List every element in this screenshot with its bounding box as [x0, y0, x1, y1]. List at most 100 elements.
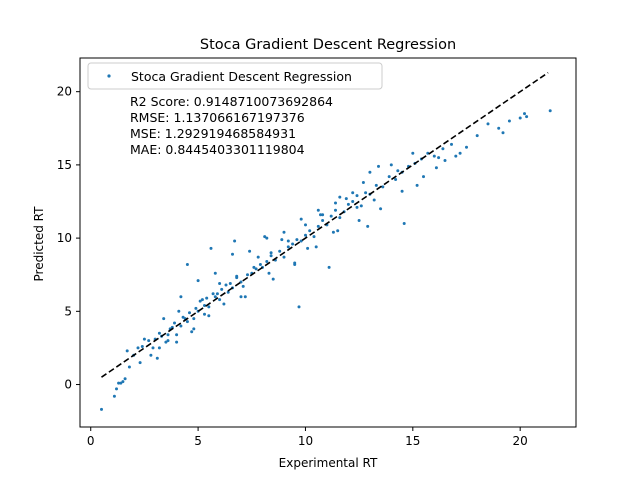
- rmse-text: RMSE: 1.137066167197376: [130, 110, 305, 125]
- scatter-point: [312, 235, 316, 239]
- scatter-point: [304, 223, 307, 227]
- scatter-point: [252, 265, 256, 269]
- mae-text: MAE: 0.8445403301119804: [130, 142, 305, 157]
- scatter-point: [314, 245, 318, 249]
- x-axis-label: Experimental RT: [279, 456, 378, 470]
- scatter-point: [319, 213, 322, 217]
- axes-frame: [79, 57, 577, 428]
- scatter-point: [364, 191, 368, 195]
- scatter-point: [248, 249, 252, 253]
- scatter-point: [437, 156, 441, 160]
- scatter-point: [450, 142, 453, 146]
- scatter-point: [355, 194, 359, 198]
- scatter-point: [336, 229, 340, 233]
- scatter-point: [203, 304, 206, 307]
- scatter-point: [192, 327, 196, 331]
- scatter-point: [415, 183, 419, 187]
- scatter-point: [329, 214, 333, 218]
- scatter-point: [155, 356, 159, 360]
- scatter-point: [432, 154, 436, 158]
- scatter-point: [233, 239, 237, 243]
- scatter-point: [381, 185, 385, 189]
- scatter-point: [465, 145, 468, 149]
- scatter-point: [157, 331, 161, 335]
- scatter-point: [293, 263, 297, 266]
- scatter-point: [123, 377, 127, 381]
- x-tick-label: 15: [405, 434, 420, 448]
- scatter-point: [100, 407, 103, 411]
- scatter-point: [142, 337, 146, 341]
- scatter-point: [115, 387, 118, 391]
- scatter-point: [286, 245, 290, 249]
- scatter-point: [188, 311, 191, 315]
- x-tick-label: 10: [298, 434, 313, 448]
- scatter-point: [321, 213, 325, 217]
- scatter-point: [434, 166, 438, 170]
- scatter-point: [327, 265, 331, 269]
- scatter-point: [497, 126, 501, 130]
- scatter-point: [316, 208, 320, 212]
- scatter-point: [140, 345, 144, 348]
- scatter-point: [173, 321, 176, 325]
- scatter-point: [267, 271, 271, 275]
- scatter-point: [501, 131, 505, 135]
- scatter-point: [215, 292, 219, 296]
- x-axis-ticks: 0 5 10 15 20: [87, 427, 528, 448]
- scatter-point: [149, 353, 153, 357]
- scatter-point: [396, 169, 400, 173]
- scatter-point: [243, 295, 247, 299]
- scatter-point: [321, 219, 325, 222]
- scatter-point: [192, 317, 196, 321]
- scatter-point: [157, 346, 161, 350]
- scatter-point: [136, 346, 140, 350]
- scatter-point: [125, 349, 129, 353]
- scatter-point: [299, 239, 303, 243]
- scatter-point: [359, 204, 363, 208]
- scatter-point: [331, 230, 335, 234]
- scatter-point: [523, 112, 526, 116]
- scatter-point: [507, 119, 511, 123]
- scatter-point: [269, 251, 273, 255]
- scatter-point: [402, 222, 406, 225]
- scatter-point: [441, 147, 445, 151]
- scatter-point: [271, 277, 275, 281]
- scatter-point: [185, 320, 189, 324]
- stats-annotations: R2 Score: 0.9148710073692864 RMSE: 1.137…: [130, 94, 333, 157]
- legend-box: [87, 62, 383, 90]
- scatter-point: [377, 164, 380, 168]
- legend-entry: Stoca Gradient Descent Regression: [131, 69, 352, 84]
- scatter-point: [166, 339, 170, 343]
- scatter-point: [213, 295, 217, 299]
- scatter-point: [127, 365, 131, 369]
- scatter-point: [200, 298, 204, 302]
- scatter-point: [278, 249, 282, 253]
- scatter-point: [226, 290, 230, 294]
- scatter-point: [185, 263, 189, 266]
- scatter-point: [119, 381, 123, 385]
- scatter-point: [525, 115, 529, 119]
- scatter-point: [228, 282, 232, 285]
- scatter-point: [112, 394, 116, 398]
- y-axis-label: Predicted RT: [32, 206, 46, 282]
- scatter-point: [366, 224, 370, 228]
- scatter-point: [177, 309, 181, 313]
- scatter-point: [258, 263, 262, 266]
- scatter-point: [117, 381, 121, 385]
- scatter-point: [286, 239, 290, 243]
- scatter-point: [475, 134, 479, 138]
- scatter-point: [368, 170, 372, 174]
- scatter-point: [282, 255, 286, 259]
- scatter-point: [241, 284, 245, 288]
- scatter-point: [194, 306, 198, 310]
- r2-score-text: R2 Score: 0.9148710073692864: [130, 94, 333, 109]
- scatter-point: [218, 282, 222, 285]
- scatter-point: [308, 229, 312, 233]
- scatter-point: [518, 116, 522, 120]
- scatter-point: [411, 151, 415, 155]
- plot-area: [79, 57, 577, 428]
- scatter-point: [265, 260, 269, 263]
- scatter-point: [338, 216, 342, 220]
- scatter-point: [209, 246, 213, 250]
- scatter-point: [164, 340, 168, 344]
